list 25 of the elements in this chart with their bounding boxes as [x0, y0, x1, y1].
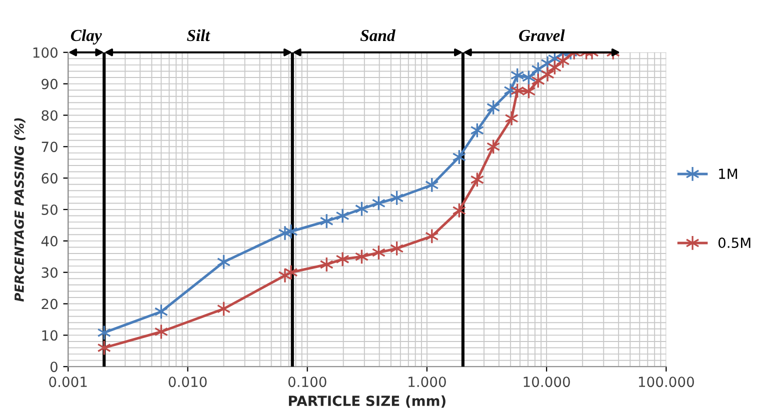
x-tick-label: 0.001 — [49, 376, 87, 388]
text: Sand — [360, 29, 396, 42]
y-tick-label: 30 — [42, 267, 58, 278]
y-tick-label: 50 — [42, 204, 58, 215]
y-tick-label: 60 — [42, 173, 58, 184]
x-tick-label: 1.000 — [408, 376, 446, 388]
text: Clay — [70, 29, 102, 45]
legend-label: 1M — [719, 168, 738, 179]
y-tick-label: 80 — [42, 110, 58, 121]
text: Gravel — [519, 29, 565, 42]
y-tick-label: 100 — [33, 47, 58, 58]
y-tick-label: 70 — [42, 142, 58, 152]
x-tick-label: 0.100 — [288, 376, 326, 388]
x-axis-title: PARTICLE SIZE (mm) — [288, 395, 446, 408]
legend-label: 0.5M — [718, 238, 750, 248]
x-tick-label: 0.010 — [168, 376, 207, 388]
text: Silt — [186, 29, 210, 42]
x-tick-label: 100.000 — [638, 376, 694, 388]
y-tick-label: 10 — [42, 330, 58, 341]
x-tick-label: 10.000 — [524, 376, 570, 388]
y-tick-label: 20 — [42, 298, 58, 310]
y-tick-label: 40 — [41, 236, 58, 246]
y-tick-label: 0 — [50, 362, 58, 372]
y-axis-title: PERCENTAGE PASSING (%) — [14, 118, 26, 302]
y-tick-label: 90 — [42, 78, 58, 90]
